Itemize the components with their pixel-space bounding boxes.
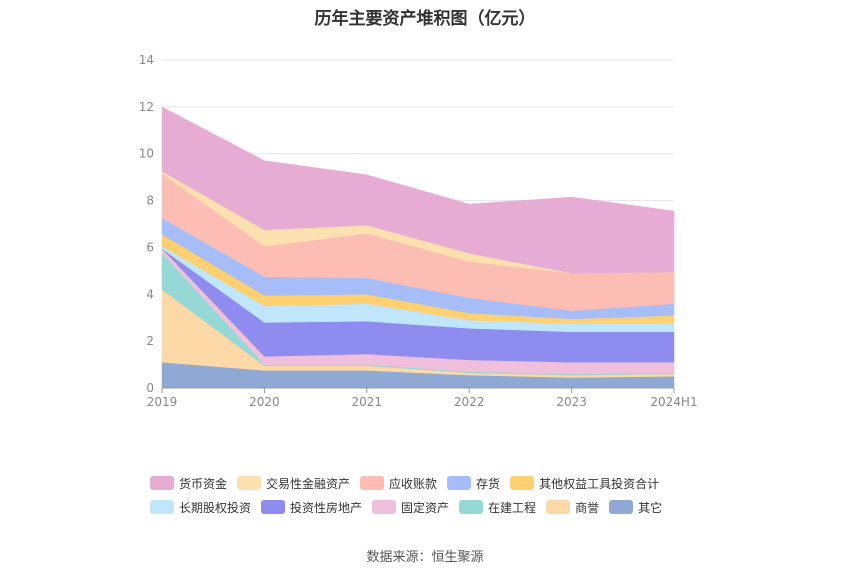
- legend-label: 长期股权投资: [179, 500, 252, 515]
- y-tick-label: 4: [146, 287, 154, 301]
- area-series-layer: [161, 106, 675, 389]
- y-tick-label: 0: [146, 381, 154, 395]
- legend-item[interactable]: 固定资产: [372, 499, 449, 516]
- x-tick-label: 2019: [147, 395, 178, 409]
- x-tick-label: 2020: [249, 395, 280, 409]
- y-tick-label: 2: [146, 334, 154, 348]
- legend-item[interactable]: 长期股权投资: [150, 499, 251, 516]
- legend-label: 在建工程: [488, 500, 537, 515]
- legend-item[interactable]: 商誉: [546, 499, 599, 516]
- legend-swatch: [237, 476, 262, 490]
- legend-swatch: [261, 500, 286, 514]
- chart-title: 历年主要资产堆积图（亿元）: [314, 9, 536, 29]
- y-tick-label: 12: [139, 100, 154, 114]
- legend-label: 应收账款: [389, 476, 438, 491]
- legend-label: 交易性金融资产: [266, 476, 351, 491]
- y-tick-label: 8: [146, 194, 154, 208]
- legend-swatch: [447, 476, 472, 490]
- area-series-10: [161, 106, 675, 274]
- legend-row: 长期股权投资 投资性房地产 固定资产 在建工程 商誉 其它: [150, 496, 710, 518]
- legend-swatch: [360, 476, 385, 490]
- x-tick-label: 2021: [352, 395, 383, 409]
- y-tick-label: 10: [139, 147, 154, 161]
- legend-item[interactable]: 货币资金: [150, 475, 227, 492]
- legend-label: 存货: [476, 476, 501, 491]
- y-tick-label: 14: [139, 53, 154, 67]
- legend-label: 商誉: [575, 500, 600, 515]
- data-source: 数据来源：恒生聚源: [366, 550, 484, 565]
- legend-swatch: [372, 500, 397, 514]
- axes: 0 2 4 6 8 10 12 14 2019 2020 2021 2022 2023 2024H1: [139, 53, 698, 409]
- legend-item[interactable]: 应收账款: [360, 475, 437, 492]
- legend-label: 货币资金: [179, 476, 228, 491]
- legend-row: 货币资金 交易性金融资产 应收账款 存货 其他权益工具投资合计: [150, 472, 710, 494]
- legend-item[interactable]: 其他权益工具投资合计: [510, 475, 659, 492]
- legend-swatch: [150, 500, 174, 514]
- legend-item[interactable]: 在建工程: [459, 499, 536, 516]
- legend-swatch: [609, 500, 634, 514]
- x-tick-label: 2024H1: [650, 395, 697, 409]
- legend-label: 投资性房地产: [290, 500, 363, 515]
- legend: 货币资金 交易性金融资产 应收账款 存货 其他权益工具投资合计长期股权投资 投资性房地产 固…: [150, 472, 710, 520]
- legend-item[interactable]: 交易性金融资产: [237, 475, 350, 492]
- legend-swatch: [546, 500, 571, 514]
- legend-swatch: [150, 476, 174, 490]
- legend-item[interactable]: 其它: [609, 499, 662, 516]
- legend-swatch: [510, 476, 535, 490]
- legend-label: 固定资产: [401, 500, 450, 515]
- legend-item[interactable]: 存货: [447, 475, 500, 492]
- legend-label: 其他权益工具投资合计: [539, 476, 660, 491]
- legend-label: 其它: [638, 500, 663, 515]
- legend-item[interactable]: 投资性房地产: [261, 499, 362, 516]
- y-tick-label: 6: [146, 240, 154, 254]
- x-tick-label: 2022: [454, 395, 485, 409]
- x-tick-label: 2023: [556, 395, 587, 409]
- legend-swatch: [459, 500, 484, 514]
